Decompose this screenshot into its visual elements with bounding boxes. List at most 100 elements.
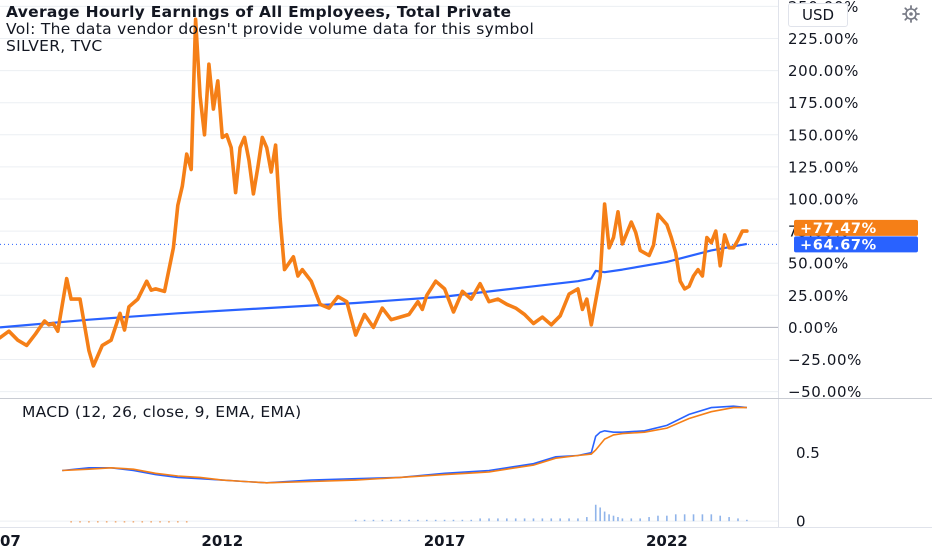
macd-histogram-bar xyxy=(372,519,375,522)
macd-histogram-bar xyxy=(608,514,610,522)
series-silver-line xyxy=(0,17,749,368)
earnings-last-value-badge-text: +64.67% xyxy=(800,237,877,253)
macd-lines xyxy=(62,405,747,484)
series-silver-path xyxy=(0,17,749,368)
macd-histogram-bar xyxy=(417,519,419,522)
macd-tick-label: 0.5 xyxy=(796,444,820,462)
macd-histogram-bar xyxy=(150,521,152,523)
silver-last-value-badge xyxy=(794,219,918,236)
time-tick-label: 2012 xyxy=(201,532,243,550)
macd-histogram-bar xyxy=(737,518,739,522)
macd-histogram-bar xyxy=(443,519,446,522)
macd-histogram-bar xyxy=(434,519,437,522)
macd-histogram-bar xyxy=(88,521,90,523)
macd-histogram-bar xyxy=(105,521,108,523)
macd-histogram-bar xyxy=(586,517,588,522)
price-tick-label: 50.00% xyxy=(788,255,849,273)
settings-button[interactable] xyxy=(896,2,926,26)
macd-histogram-bar xyxy=(523,518,526,522)
symbol-label[interactable]: SILVER, TVC xyxy=(6,37,103,55)
macd-histogram-bar xyxy=(141,521,144,523)
macd-histogram-bar xyxy=(470,519,473,522)
macd-histogram-bar xyxy=(70,521,72,523)
macd-histogram-bar xyxy=(666,515,668,522)
macd-histogram-bar xyxy=(657,515,659,522)
macd-histogram-bar xyxy=(159,521,161,523)
macd-histogram-bar xyxy=(168,521,170,523)
macd-histogram-bar xyxy=(719,515,722,522)
macd-histogram-bar xyxy=(630,518,633,522)
macd-histogram-bar xyxy=(621,518,624,522)
macd-histogram-bar xyxy=(479,518,481,522)
macd-histogram-bar xyxy=(177,521,179,523)
currency-selector[interactable]: USD xyxy=(788,3,848,27)
macd-histogram-bar xyxy=(381,519,384,522)
price-tick-label: 0.00% xyxy=(788,319,839,337)
macd-histogram-bar xyxy=(550,518,553,522)
chart-title: Average Hourly Earnings of All Employees… xyxy=(6,3,512,21)
earnings-last-value-badge xyxy=(794,236,918,253)
macd-histogram-bar xyxy=(612,515,615,522)
macd-line xyxy=(62,405,747,484)
time-tick-label: 2022 xyxy=(646,532,688,550)
macd-histogram-bar xyxy=(132,521,135,523)
macd-histogram-bar xyxy=(746,519,748,522)
macd-histogram-bar xyxy=(692,514,695,522)
price-tick-label: 225.00% xyxy=(788,30,859,48)
price-tick-label: 150.00% xyxy=(788,126,859,144)
macd-histogram-bar xyxy=(603,511,606,522)
price-axis[interactable]: 250.00%225.00%200.00%175.00%150.00%125.0… xyxy=(788,0,862,401)
price-gridlines xyxy=(0,5,778,393)
macd-histogram-bar xyxy=(452,519,455,522)
macd-histogram-bar xyxy=(710,514,713,522)
silver-last-value-badge-text: +77.47% xyxy=(800,221,877,237)
macd-histogram-bar xyxy=(354,519,357,522)
macd-histogram-bar xyxy=(683,514,686,522)
macd-histogram-bar xyxy=(559,518,561,522)
price-tick-label: 100.00% xyxy=(788,191,859,209)
macd-tick-label: 0 xyxy=(796,513,806,531)
macd-histogram-bar xyxy=(674,514,677,522)
macd-histogram-bar xyxy=(648,517,650,522)
macd-histogram-bar xyxy=(79,521,81,523)
series-earnings-path xyxy=(0,242,748,329)
price-tick-label: 175.00% xyxy=(788,94,859,112)
macd-histogram-bar xyxy=(461,519,464,522)
macd-histogram-bar xyxy=(639,518,641,522)
macd-histogram-bar xyxy=(363,519,366,522)
macd-histogram-bar xyxy=(97,521,99,523)
macd-histogram-bar xyxy=(532,518,535,522)
macd-histogram-bar xyxy=(568,518,570,522)
macd-histogram-bar xyxy=(577,518,579,522)
macd-axis[interactable]: 0.50 xyxy=(796,444,820,530)
macd-histogram-bar xyxy=(185,521,188,523)
macd-histogram-bar xyxy=(497,518,499,522)
macd-histogram xyxy=(70,504,748,523)
time-tick-label: 2017 xyxy=(424,532,466,550)
macd-histogram-bar xyxy=(114,521,117,523)
macd-histogram-bar xyxy=(728,517,730,522)
price-tick-label: −50.00% xyxy=(788,383,862,401)
macd-histogram-bar xyxy=(594,504,597,522)
macd-histogram-bar xyxy=(701,514,704,522)
volume-notice: Vol: The data vendor doesn't provide vol… xyxy=(6,20,535,38)
price-tick-label: −25.00% xyxy=(788,351,862,369)
macd-signal-line xyxy=(62,406,747,484)
macd-histogram-bar xyxy=(399,519,401,522)
last-value-badges: +77.47%+64.67% xyxy=(794,219,918,253)
macd-histogram-bar xyxy=(514,518,517,522)
macd-title: MACD (12, 26, close, 9, EMA, EMA) xyxy=(22,403,301,421)
macd-histogram-bar xyxy=(541,518,544,522)
macd-histogram-bar xyxy=(506,518,508,522)
price-tick-label: 200.00% xyxy=(788,62,859,80)
price-tick-label: 25.00% xyxy=(788,287,849,305)
macd-histogram-bar xyxy=(617,517,619,522)
gear-icon xyxy=(902,5,920,23)
macd-histogram-bar xyxy=(123,521,126,523)
price-tick-label: 125.00% xyxy=(788,158,859,176)
time-axis[interactable]: 2007 2012 2017 2022 xyxy=(0,532,688,550)
macd-histogram-bar xyxy=(425,519,428,522)
time-tick-label: 2007 xyxy=(0,532,21,550)
macd-histogram-bar xyxy=(390,519,393,522)
